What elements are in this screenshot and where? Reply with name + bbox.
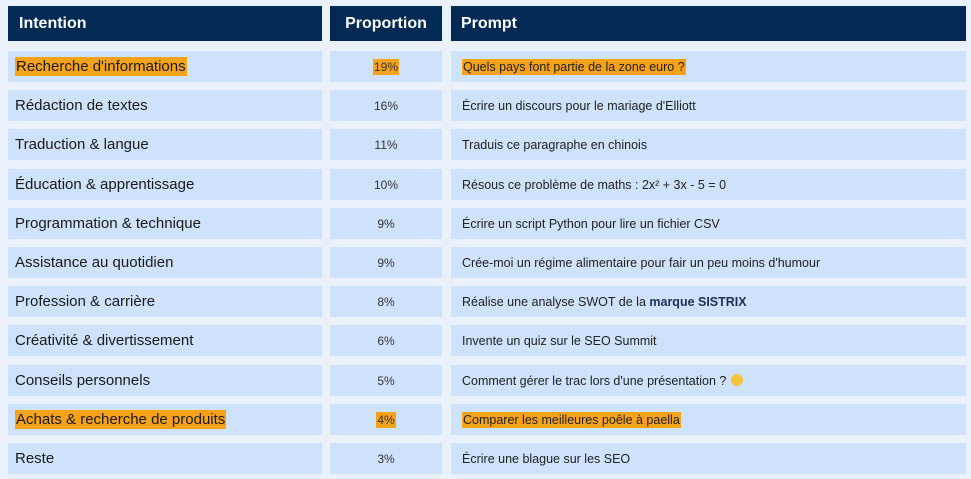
prompt-cell: Quels pays font partie de la zone euro ? [451, 51, 966, 82]
intention-cell: Traduction & langue [8, 129, 322, 160]
proportion-cell: 8% [330, 286, 442, 317]
intention-label: Rédaction de textes [15, 97, 148, 114]
prompt-label: Quels pays font partie de la zone euro ? [463, 59, 685, 74]
prompt-label: Traduis ce paragraphe en chinois [462, 137, 648, 152]
prompt-text: Quels pays font partie de la zone euro ? [462, 58, 686, 75]
prompt-label: Écrire un script Python pour lire un fic… [462, 216, 720, 231]
intention-label: Conseils personnels [15, 372, 151, 389]
prompt-text: Invente un quiz sur le SEO Summit [462, 334, 657, 348]
proportion-value: 9% [377, 255, 395, 270]
intention-label: Recherche d'informations [15, 57, 187, 76]
prompt-label: Crée-moi un régime alimentaire pour fair… [462, 255, 821, 270]
header-intention: Intention [8, 6, 322, 41]
prompt-label: Écrire une blague sur les SEO [462, 451, 631, 466]
prompt-label: Écrire un discours pour le mariage d'Ell… [462, 98, 696, 113]
smiley-icon [731, 374, 744, 387]
proportion-value: 4% [376, 411, 396, 428]
prompt-cell: Résous ce problème de maths : 2x² + 3x -… [451, 169, 966, 200]
proportion-cell: 3% [330, 443, 442, 474]
intention-label: Reste [15, 450, 55, 467]
proportion-cell: 11% [330, 129, 442, 160]
prompt-cell: Invente un quiz sur le SEO Summit [451, 325, 966, 356]
prompt-label: Invente un quiz sur le SEO Summit [462, 333, 657, 348]
proportion-cell: 4% [330, 404, 442, 435]
prompt-label: Comparer les meilleures poêle à paella [463, 412, 680, 427]
prompt-label: Comment gérer le trac lors d'une présent… [462, 373, 727, 388]
prompt-cell: Écrire un discours pour le mariage d'Ell… [451, 90, 966, 121]
intention-cell: Profession & carrière [8, 286, 322, 317]
prompt-text: Comparer les meilleures poêle à paella [462, 411, 681, 428]
proportion-value: 5% [377, 373, 395, 388]
intention-cell: Achats & recherche de produits [8, 404, 322, 435]
proportion-value: 8% [377, 294, 395, 309]
prompt-text: Écrire un script Python pour lire un fic… [462, 217, 720, 231]
prompt-cell: Écrire une blague sur les SEO [451, 443, 966, 474]
prompt-cell: Réalise une analyse SWOT de la marque SI… [451, 286, 966, 317]
proportion-cell: 19% [330, 51, 442, 82]
proportion-cell: 9% [330, 247, 442, 278]
proportion-value: 6% [377, 333, 395, 348]
proportion-value: 19% [372, 58, 400, 75]
prompt-text: Écrire une blague sur les SEO [462, 452, 630, 466]
proportion-value: 3% [377, 451, 395, 466]
intention-cell: Éducation & apprentissage [8, 169, 322, 200]
intention-label: Éducation & apprentissage [15, 176, 195, 193]
prompt-cell: Comparer les meilleures poêle à paella [451, 404, 966, 435]
intention-cell: Conseils personnels [8, 365, 322, 396]
prompt-text: Réalise une analyse SWOT de la marque SI… [462, 295, 747, 309]
intention-label: Profession & carrière [15, 293, 156, 310]
proportion-cell: 10% [330, 169, 442, 200]
intention-label: Créativité & divertissement [15, 332, 194, 349]
prompt-text: Comment gérer le trac lors d'une présent… [462, 373, 744, 388]
proportion-cell: 9% [330, 208, 442, 239]
intention-cell: Créativité & divertissement [8, 325, 322, 356]
proportion-value: 11% [374, 137, 398, 152]
intention-cell: Programmation & technique [8, 208, 322, 239]
intention-label: Achats & recherche de produits [15, 410, 227, 429]
proportion-cell: 6% [330, 325, 442, 356]
prompt-text: Crée-moi un régime alimentaire pour fair… [462, 256, 820, 270]
proportion-value: 10% [373, 177, 399, 192]
prompt-text: Résous ce problème de maths : 2x² + 3x -… [462, 178, 726, 192]
prompt-bold-text: marque SISTRIX [649, 294, 747, 309]
prompt-cell: Crée-moi un régime alimentaire pour fair… [451, 247, 966, 278]
intention-cell: Recherche d'informations [8, 51, 322, 82]
header-prompt: Prompt [451, 6, 966, 41]
prompt-label: Résous ce problème de maths : 2x² + 3x -… [462, 177, 727, 192]
prompt-text: Écrire un discours pour le mariage d'Ell… [462, 99, 696, 113]
prompt-cell: Traduis ce paragraphe en chinois [451, 129, 966, 160]
prompt-text: Traduis ce paragraphe en chinois [462, 138, 647, 152]
intention-cell: Assistance au quotidien [8, 247, 322, 278]
proportion-cell: 5% [330, 365, 442, 396]
prompt-cell: Comment gérer le trac lors d'une présent… [451, 365, 966, 396]
intention-label: Traduction & langue [15, 136, 149, 153]
proportion-cell: 16% [330, 90, 442, 121]
intention-label: Programmation & technique [15, 215, 201, 232]
intention-cell: Reste [8, 443, 322, 474]
intention-cell: Rédaction de textes [8, 90, 322, 121]
proportion-value: 9% [377, 216, 395, 231]
intention-label: Assistance au quotidien [15, 254, 174, 271]
header-proportion: Proportion [330, 6, 442, 41]
prompt-label: Réalise une analyse SWOT de la [462, 294, 650, 309]
proportion-value: 16% [373, 98, 399, 113]
prompt-cell: Écrire un script Python pour lire un fic… [451, 208, 966, 239]
